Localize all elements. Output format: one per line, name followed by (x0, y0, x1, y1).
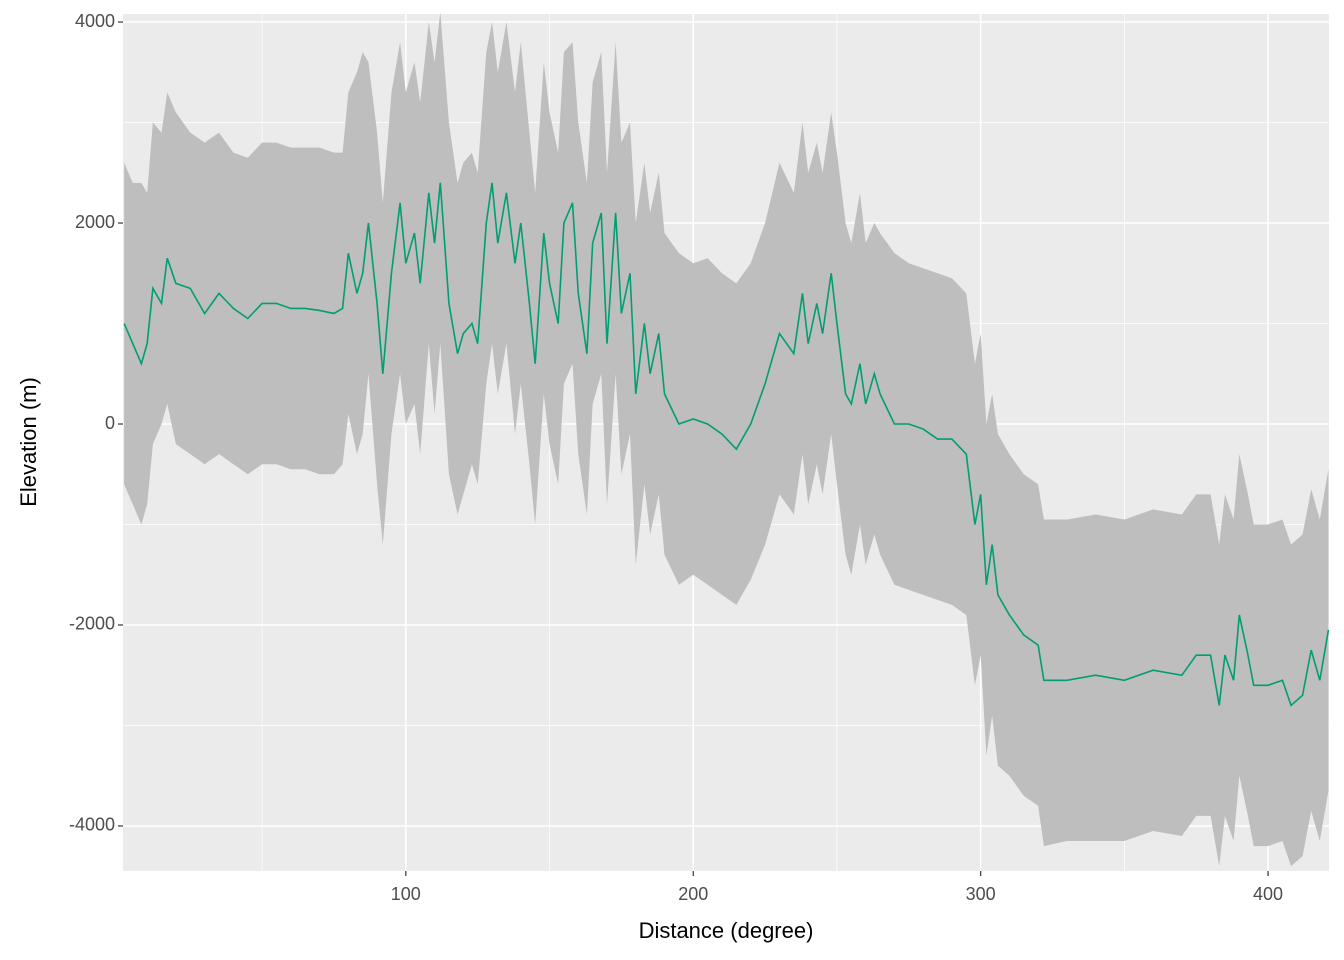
x-tick-label: 300 (966, 884, 996, 904)
y-tick-label: 4000 (75, 11, 115, 31)
x-tick-label: 400 (1253, 884, 1283, 904)
marks (123, 11, 1330, 867)
axes: 100 200 300 400 -4000 -2000 0 2000 4000 (69, 11, 1283, 904)
y-tick-label: -2000 (69, 614, 115, 634)
x-axis-title: Distance (degree) (639, 918, 814, 943)
y-tick-label: 2000 (75, 212, 115, 232)
x-tick-label: 200 (678, 884, 708, 904)
x-tick-label: 100 (391, 884, 421, 904)
y-tick-label: 0 (105, 413, 115, 433)
y-axis-title: Elevation (m) (16, 377, 41, 507)
y-tick-label: -4000 (69, 815, 115, 835)
line (123, 182, 1330, 707)
